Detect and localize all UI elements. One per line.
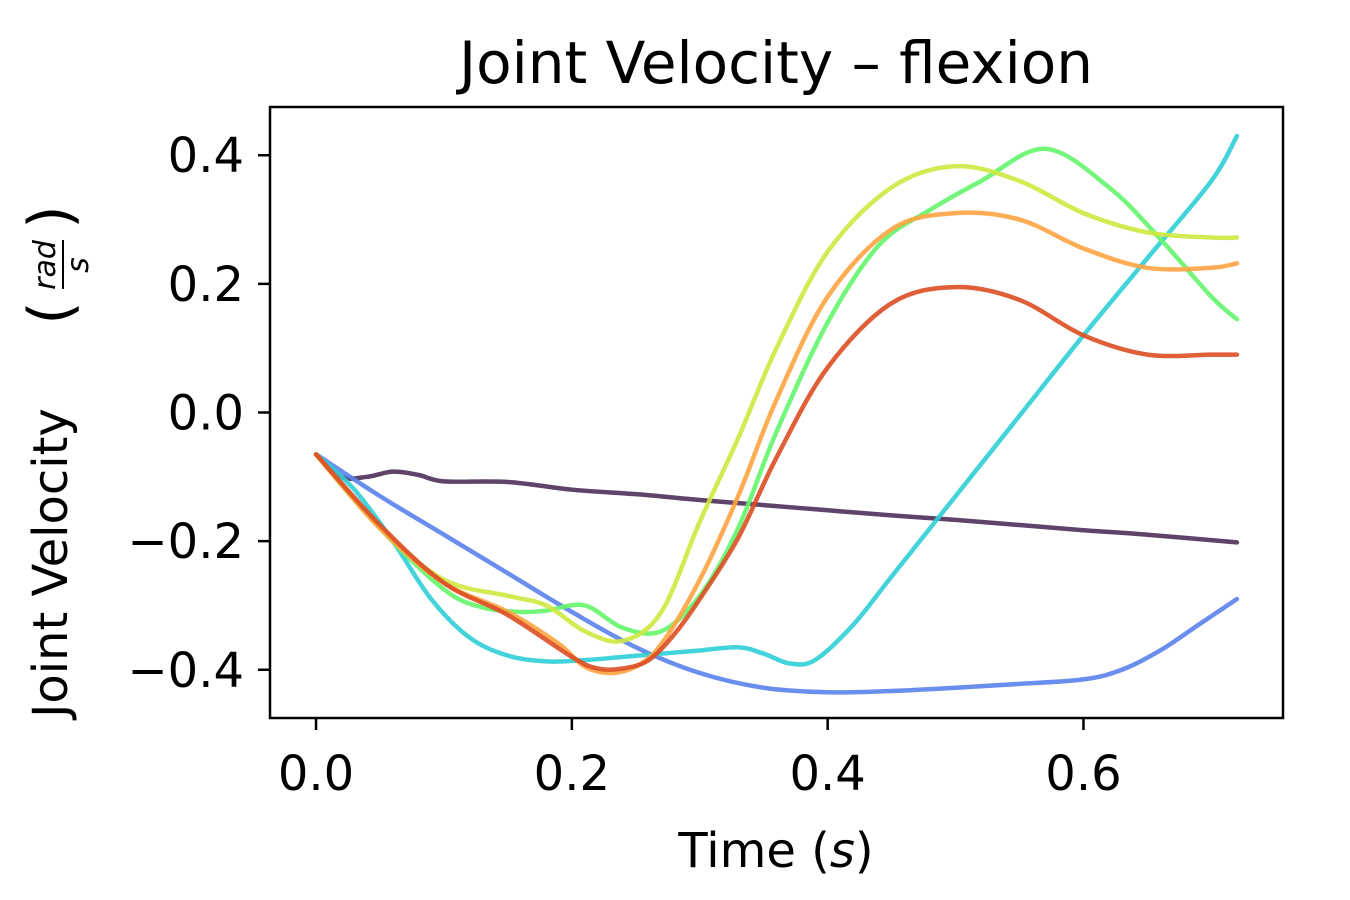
y-axis: 0.4 0.2 0.0 −0.2 −0.4 <box>127 128 270 699</box>
series-line-series-5 <box>313 163 1240 644</box>
series-line-series-6 <box>313 210 1240 676</box>
y-unit-denominator: s <box>61 257 96 273</box>
y-unit-numerator: rad <box>28 239 63 290</box>
y-unit-open-paren: ( <box>16 301 86 324</box>
series-line-series-7 <box>313 284 1240 672</box>
y-tick-label: 0.0 <box>168 386 244 442</box>
y-axis-label: Joint Velocity ( rad s ) <box>16 205 96 721</box>
y-tick-label: 0.4 <box>168 128 244 184</box>
series-group <box>313 133 1240 695</box>
x-axis-label: Time (s) <box>677 823 873 879</box>
chart-title: Joint Velocity – flexion <box>456 29 1093 97</box>
x-axis: 0.0 0.2 0.4 0.6 <box>278 718 1122 802</box>
y-tick-label: −0.4 <box>127 643 244 699</box>
svg-text:Joint Velocity: Joint Velocity <box>23 408 79 721</box>
x-tick-label: 0.2 <box>534 746 610 802</box>
series-line-series-2 <box>313 452 1240 695</box>
series-line-series-3 <box>313 133 1240 667</box>
y-tick-label: −0.2 <box>127 514 244 570</box>
series-line-series-4 <box>313 146 1240 636</box>
plot-frame <box>268 105 1285 720</box>
series-line-series-1 <box>313 452 1240 545</box>
x-tick-label: 0.0 <box>278 746 354 802</box>
y-unit-close-paren: ) <box>16 205 86 228</box>
x-tick-label: 0.4 <box>789 746 865 802</box>
x-tick-label: 0.6 <box>1045 746 1121 802</box>
y-tick-label: 0.2 <box>168 257 244 313</box>
